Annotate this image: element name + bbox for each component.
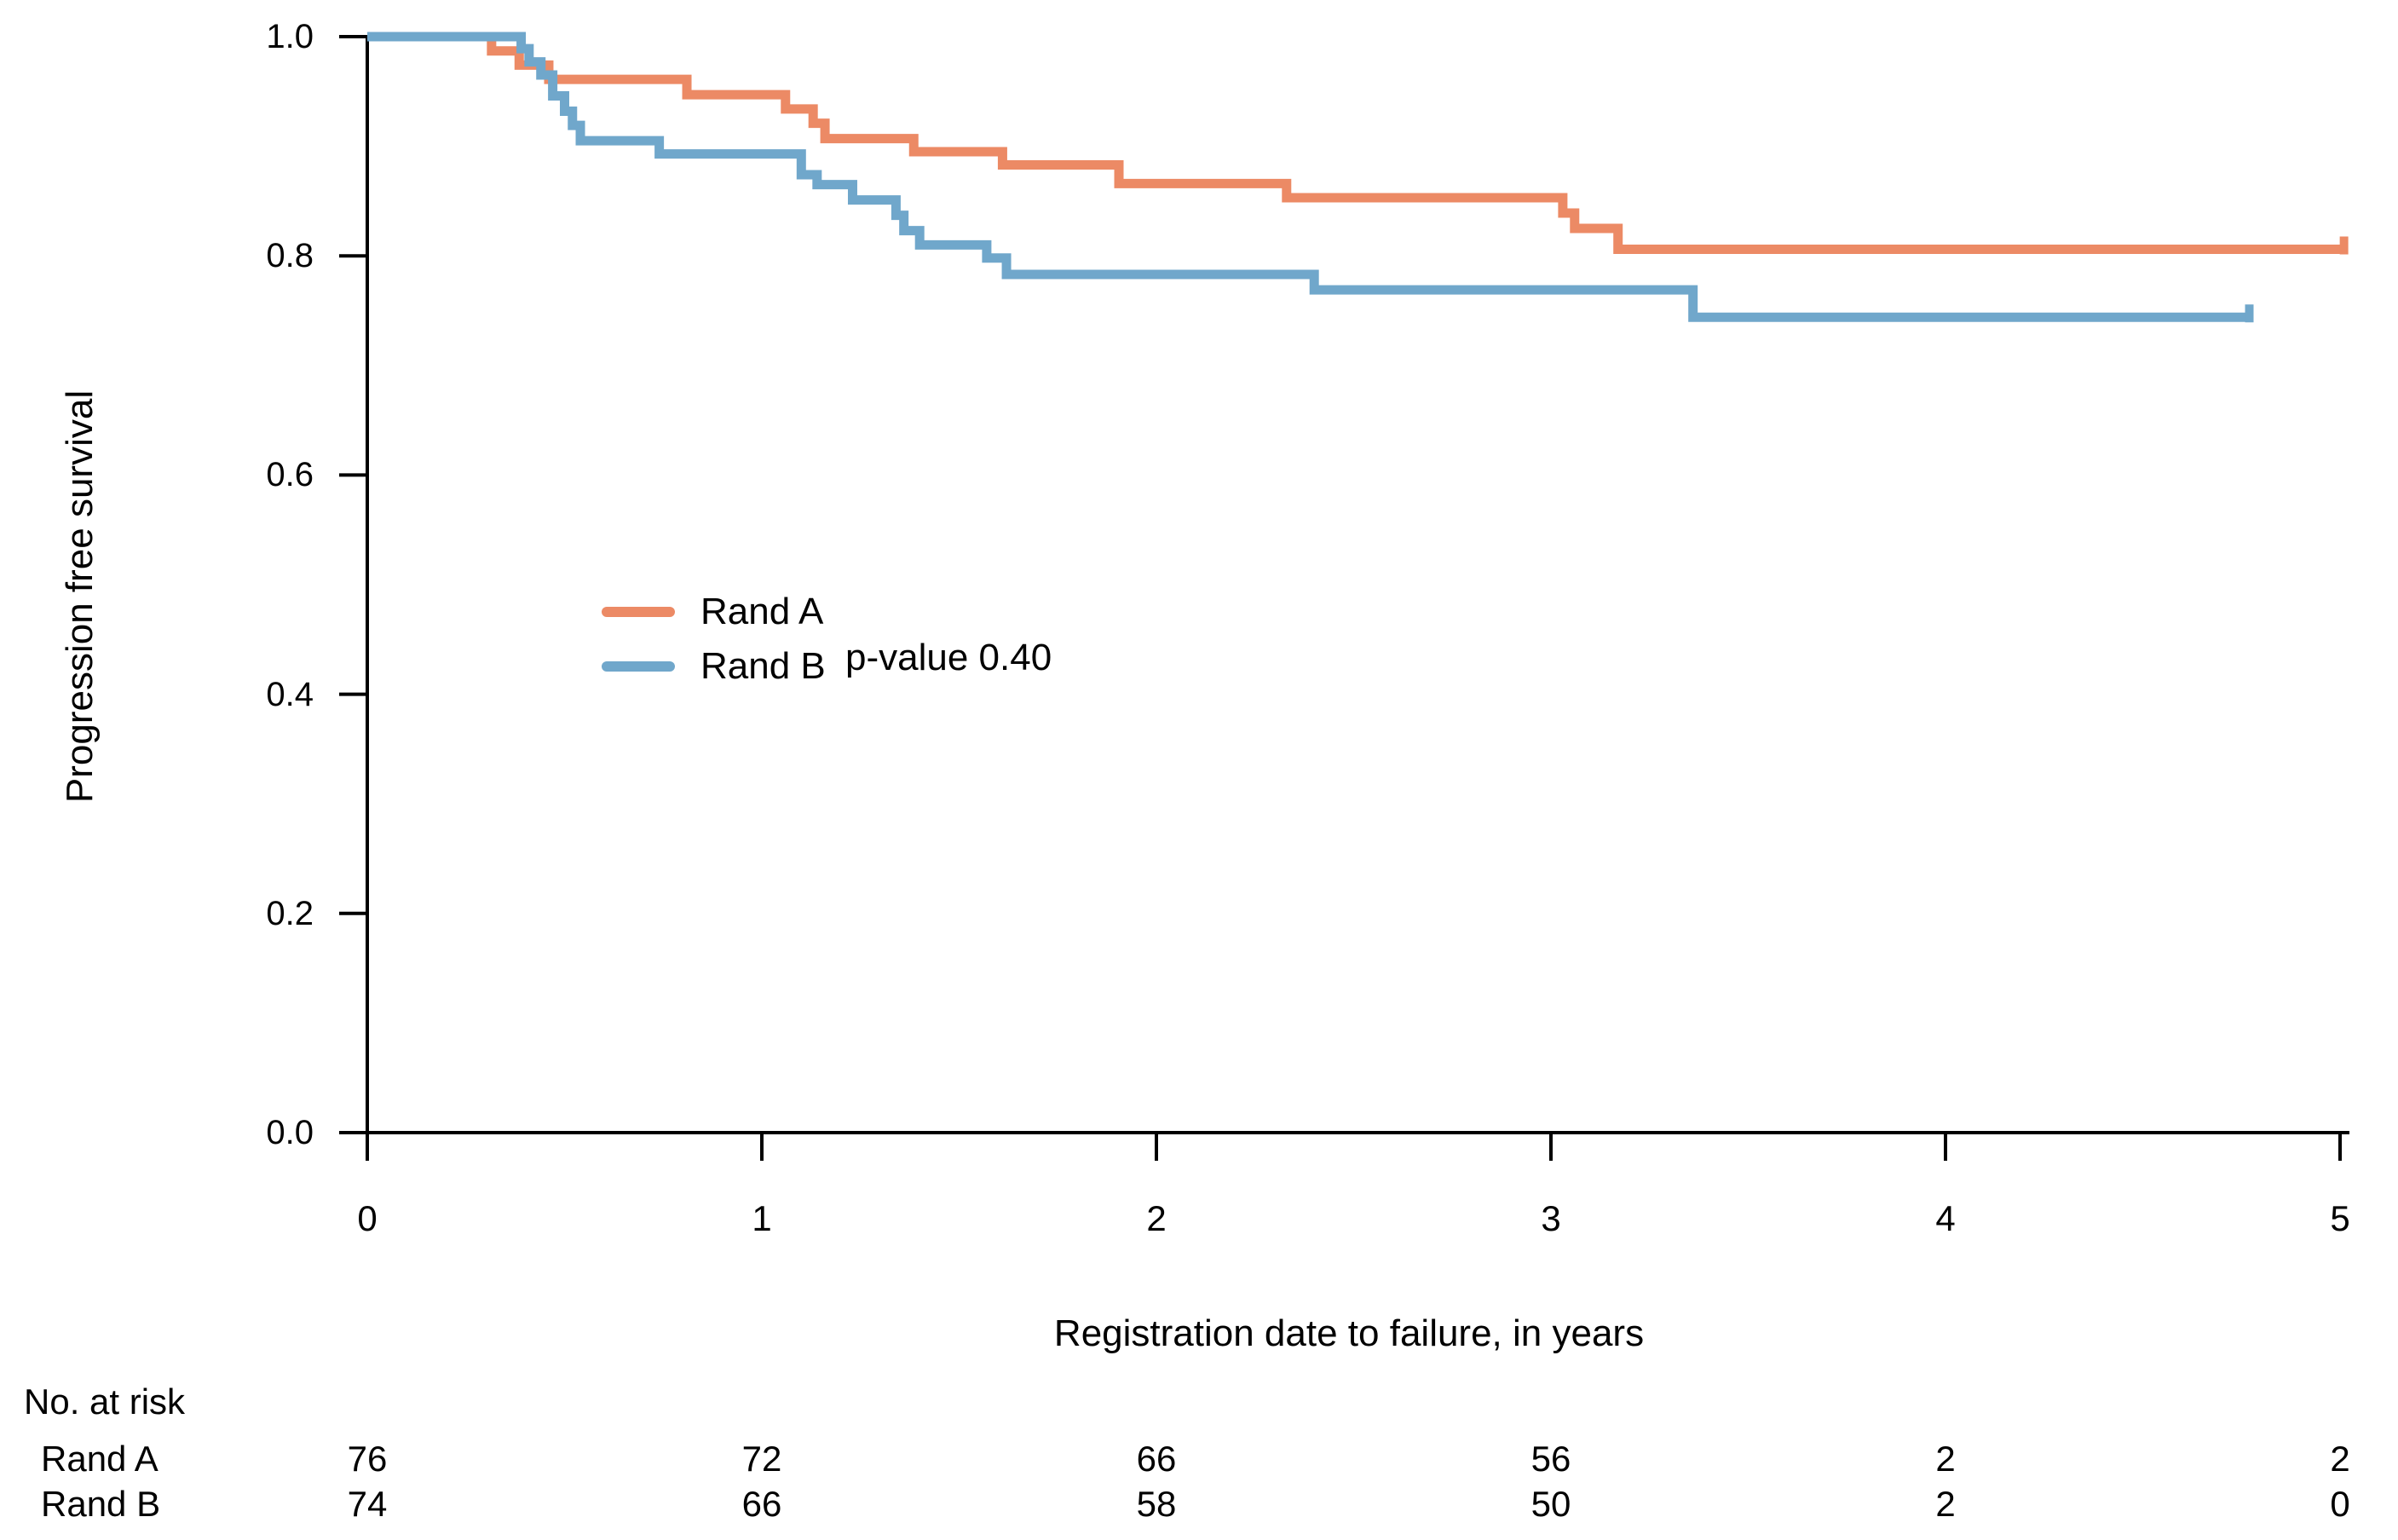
at-risk-count: 66: [1136, 1439, 1177, 1479]
at-risk-row-label: Rand A: [41, 1439, 159, 1479]
y-tick-label: 0.4: [266, 675, 314, 713]
at-risk-count: 2: [1935, 1439, 1956, 1479]
at-risk-count: 74: [347, 1484, 388, 1524]
x-tick-label: 5: [2330, 1198, 2350, 1238]
at-risk-count: 56: [1530, 1439, 1571, 1479]
y-tick-label: 0.8: [266, 237, 314, 275]
x-axis-title: Registration date to failure, in years: [1053, 1312, 1645, 1354]
x-tick-label: 1: [752, 1198, 772, 1238]
x-tick-label: 3: [1541, 1198, 1561, 1238]
at-risk-row-label: Rand B: [41, 1484, 161, 1524]
y-tick-label: 0.0: [266, 1114, 314, 1151]
at-risk-count: 2: [1935, 1484, 1956, 1524]
survival-curve-rand-b: [367, 32, 2250, 322]
at-risk-count: 2: [2330, 1439, 2350, 1479]
at-risk-title: No. at risk: [24, 1381, 186, 1422]
legend-swatch-rand-a: [602, 607, 675, 617]
legend-label: Rand B: [700, 645, 826, 687]
at-risk-count: 58: [1136, 1484, 1177, 1524]
legend-swatch-rand-b: [602, 661, 675, 672]
at-risk-count: 0: [2330, 1484, 2350, 1524]
x-tick-label: 2: [1146, 1198, 1167, 1238]
y-tick-label: 1.0: [266, 18, 314, 55]
at-risk-count: 66: [741, 1484, 782, 1524]
at-risk-count: 72: [741, 1439, 782, 1479]
x-tick-label: 0: [357, 1198, 378, 1238]
y-tick-label: 0.6: [266, 456, 314, 494]
p-value-annotation: p-value 0.40: [845, 637, 1052, 678]
legend-label: Rand A: [700, 591, 824, 632]
x-tick-label: 4: [1935, 1198, 1956, 1238]
y-tick-label: 0.2: [266, 894, 314, 932]
at-risk-count: 76: [347, 1439, 388, 1479]
y-axis-title: Progression free survival: [59, 389, 101, 804]
at-risk-count: 50: [1530, 1484, 1571, 1524]
